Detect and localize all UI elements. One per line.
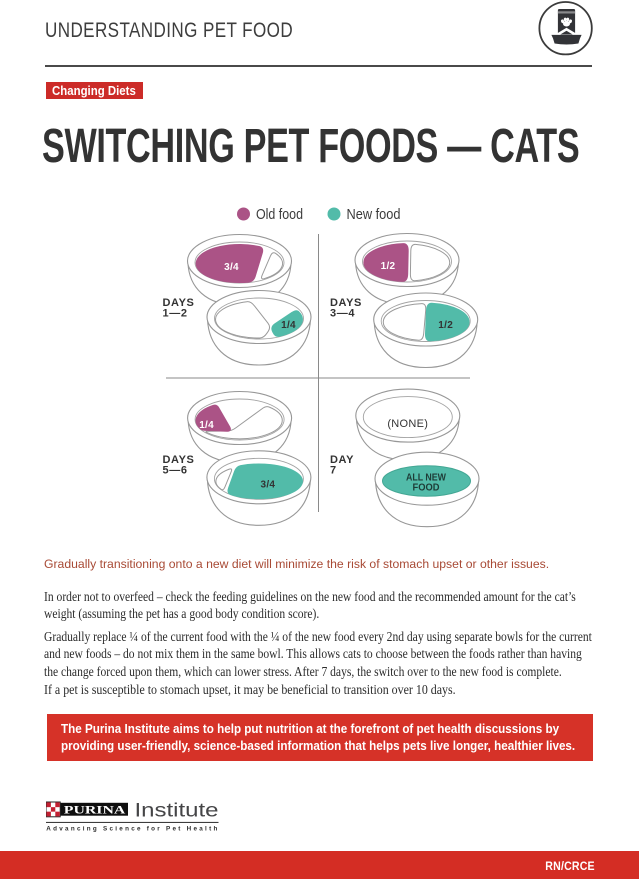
svg-text:7: 7: [330, 465, 337, 477]
svg-text:Institute: Institute: [135, 800, 219, 821]
svg-text:5—6: 5—6: [163, 465, 188, 477]
svg-text:1/2: 1/2: [438, 320, 453, 331]
svg-text:1—2: 1—2: [163, 308, 188, 320]
svg-text:DAY: DAY: [330, 454, 354, 466]
svg-text:(NONE): (NONE): [387, 418, 428, 430]
svg-text:1/2: 1/2: [381, 261, 396, 272]
svg-text:FOOD: FOOD: [413, 482, 440, 493]
svg-text:ALL NEW: ALL NEW: [406, 472, 446, 483]
svg-text:1/4: 1/4: [199, 420, 214, 431]
svg-text:DAYS: DAYS: [330, 297, 362, 309]
svg-text:New food: New food: [347, 207, 401, 223]
svg-text:DAYS: DAYS: [163, 454, 195, 466]
svg-text:Old food: Old food: [256, 207, 303, 223]
svg-text:1/4: 1/4: [281, 320, 296, 331]
svg-text:3—4: 3—4: [330, 308, 355, 320]
svg-text:PURINA: PURINA: [64, 804, 126, 816]
svg-text:3/4: 3/4: [224, 262, 239, 273]
svg-text:3/4: 3/4: [260, 479, 275, 490]
svg-text:Advancing Science for Pet Heal: Advancing Science for Pet Health: [46, 826, 217, 833]
svg-text:DAYS: DAYS: [163, 297, 195, 309]
